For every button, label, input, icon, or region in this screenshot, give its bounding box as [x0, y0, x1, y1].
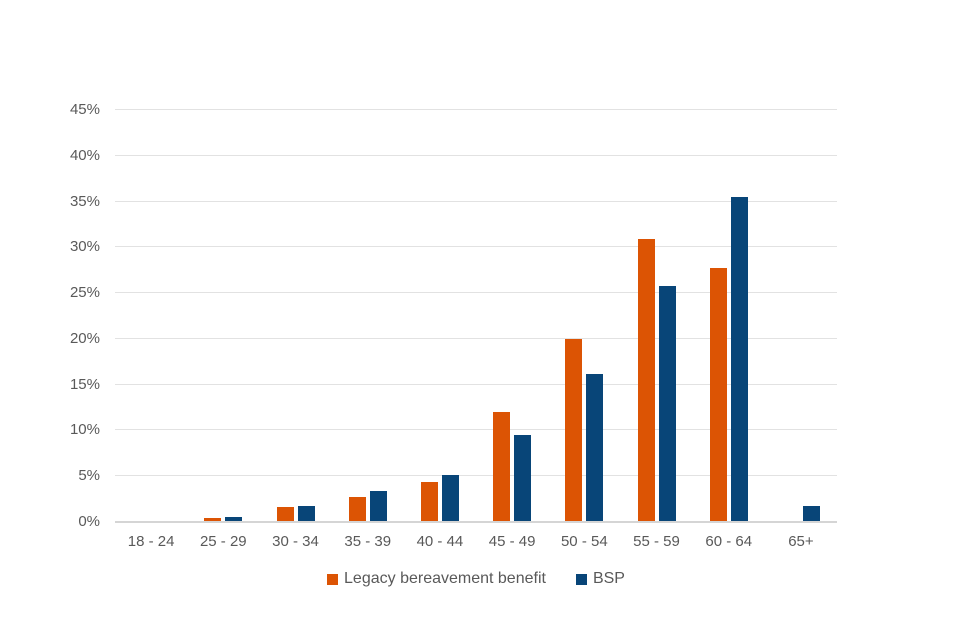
- bar-legacy-bereavement-benefit-35-39: [348, 497, 366, 522]
- y-tick-label: 0%: [78, 513, 100, 530]
- legend-item-bsp: BSP: [575, 570, 625, 588]
- bar-legacy-bereavement-benefit-45-49: [493, 412, 511, 522]
- bars-layer: [115, 110, 837, 522]
- y-tick-label: 20%: [69, 329, 100, 347]
- bar-bsp-60-64: [730, 196, 748, 522]
- gridline: [115, 337, 837, 339]
- bar-bsp-55-59: [658, 285, 676, 522]
- x-tick-label: 35 - 39: [344, 533, 392, 550]
- x-axis: 18 - 24 25 - 29 30 - 34 35 - 39 40 - 44 45 - …: [115, 531, 837, 553]
- bar-bsp-35-39: [369, 490, 387, 522]
- bar-group-30-34: [259, 110, 331, 522]
- x-tick-label: 45 - 49: [488, 533, 536, 550]
- legend: Legacy bereavement benefit BSP: [115, 567, 837, 591]
- bar-group-60-64: [693, 110, 765, 522]
- x-tick-label: 55 - 59: [633, 533, 680, 550]
- gridline: [115, 292, 837, 294]
- y-tick-label: 25%: [69, 284, 100, 302]
- legend-swatch-icon: [327, 573, 339, 585]
- legend-label: BSP: [592, 570, 625, 587]
- bar-bsp-50-54: [586, 373, 604, 522]
- gridline: [115, 200, 837, 202]
- gridline: [115, 154, 837, 156]
- legend-swatch-icon: [575, 573, 587, 585]
- legend-item-legacy-bereavement-benefit: Legacy bereavement benefit: [327, 570, 546, 588]
- y-tick-label: 10%: [69, 421, 100, 439]
- bar-legacy-bereavement-benefit-25-29: [204, 518, 222, 522]
- bar-bsp-25-29: [225, 516, 243, 522]
- gridline: [115, 383, 837, 385]
- bar-legacy-bereavement-benefit-60-64: [709, 268, 727, 522]
- gridline: [115, 246, 837, 248]
- bar-group-35-39: [332, 110, 404, 522]
- bar-group-25-29: [187, 110, 259, 522]
- plot-area: [115, 109, 837, 523]
- y-tick-label: 35%: [69, 192, 100, 210]
- x-tick-label: 60 - 64: [705, 533, 753, 550]
- gridline: [115, 429, 837, 431]
- y-axis: 0% 5% 10% 15% 20% 25% 30% 35% 40% 45%: [0, 101, 100, 530]
- gridline: [115, 475, 837, 477]
- x-tick-label: 30 - 34: [272, 533, 319, 550]
- x-tick-label: 65+: [788, 533, 814, 550]
- x-tick-label: 50 - 54: [560, 533, 608, 550]
- y-tick-label: 45%: [69, 101, 100, 118]
- bar-bsp-40-44: [441, 475, 459, 522]
- bar-group-40-44: [404, 110, 476, 522]
- legend-label: Legacy bereavement benefit: [344, 570, 546, 587]
- bar-legacy-bereavement-benefit-50-54: [565, 338, 583, 522]
- bar-group-18-24: [115, 110, 187, 522]
- x-axis-line: [115, 521, 837, 523]
- bar-group-55-59: [620, 110, 692, 522]
- y-tick-label: 40%: [69, 146, 100, 164]
- bar-bsp-30-34: [297, 506, 315, 522]
- y-tick-label: 15%: [69, 375, 100, 393]
- bar-group-45-49: [476, 110, 548, 522]
- bar-legacy-bereavement-benefit-55-59: [637, 239, 655, 522]
- bar-group-65: [765, 110, 837, 522]
- x-tick-label: 40 - 44: [416, 533, 464, 550]
- bar-group-50-54: [548, 110, 620, 522]
- bar-bsp-45-49: [514, 435, 532, 522]
- y-tick-label: 5%: [78, 467, 100, 485]
- gridline: [115, 109, 837, 110]
- bar-bsp-65: [802, 506, 820, 522]
- x-tick-label: 18 - 24: [127, 533, 175, 550]
- bar-legacy-bereavement-benefit-40-44: [420, 481, 438, 522]
- y-tick-label: 30%: [69, 238, 100, 256]
- x-tick-label: 25 - 29: [199, 533, 247, 550]
- bar-legacy-bereavement-benefit-30-34: [276, 507, 294, 522]
